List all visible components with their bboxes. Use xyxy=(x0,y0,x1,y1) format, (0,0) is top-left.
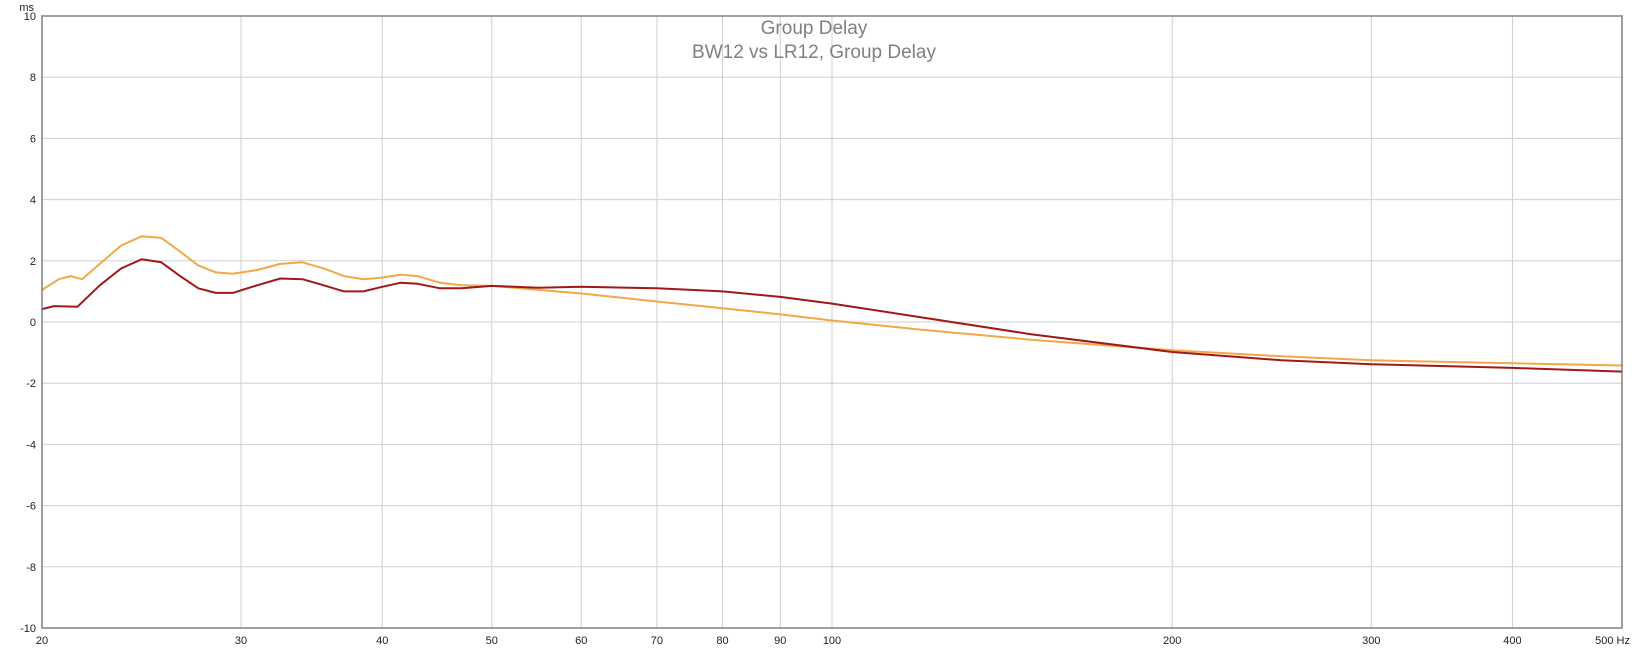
y-axis-unit-label: ms xyxy=(19,2,34,14)
y-tick-label: 4 xyxy=(30,195,36,207)
y-tick-label: 8 xyxy=(30,72,36,84)
x-tick-label: 400 xyxy=(1503,635,1521,647)
x-tick-label: 200 xyxy=(1163,635,1181,647)
series-line-2 xyxy=(41,258,1623,373)
x-tick-label: 300 xyxy=(1362,635,1380,647)
series-layer xyxy=(41,235,1623,373)
x-tick-label: 100 xyxy=(823,635,841,647)
x-tick-label: 60 xyxy=(575,635,587,647)
y-tick-label: -8 xyxy=(26,562,36,574)
x-tick-label: 80 xyxy=(716,635,728,647)
chart-title: Group Delay xyxy=(761,18,868,39)
y-tick-label: -2 xyxy=(26,378,36,390)
grid xyxy=(42,16,1622,628)
x-tick-label: 90 xyxy=(774,635,786,647)
y-tick-label: -4 xyxy=(26,439,36,451)
chart-subtitle: BW12 vs LR12, Group Delay xyxy=(692,42,936,63)
x-tick-label: 40 xyxy=(376,635,388,647)
tick-labels: 20 30 40 50 60 70 80 90 100 200 300 400 500 Hz-10-8-… xyxy=(20,11,1630,647)
y-tick-label: -10 xyxy=(20,623,36,635)
plot-frame xyxy=(41,15,1623,629)
y-tick-label: 0 xyxy=(30,317,36,329)
y-tick-label: 2 xyxy=(30,256,36,268)
x-tick-label: 50 xyxy=(486,635,498,647)
x-tick-label: 500 Hz xyxy=(1595,635,1630,647)
y-tick-label: 6 xyxy=(30,133,36,145)
y-tick-label: 10 xyxy=(24,11,36,23)
x-tick-label: 70 xyxy=(651,635,663,647)
x-tick-label: 20 xyxy=(36,635,48,647)
y-tick-label: -6 xyxy=(26,501,36,513)
series-line-1 xyxy=(41,235,1623,367)
x-tick-label: 30 xyxy=(235,635,247,647)
